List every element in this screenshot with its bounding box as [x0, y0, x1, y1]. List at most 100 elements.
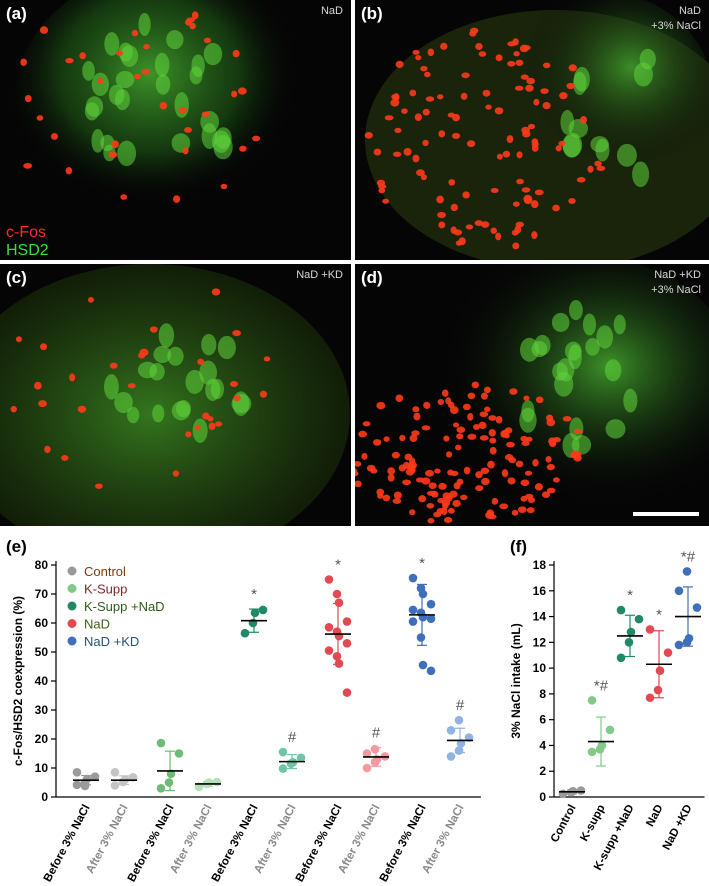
legend-marker	[67, 619, 77, 628]
data-point	[156, 784, 166, 793]
cfos-nucleus	[535, 396, 544, 404]
x-tick-label: K-supp	[578, 803, 607, 844]
hsd2-neuron	[616, 143, 637, 167]
data-point	[655, 666, 665, 675]
data-point	[634, 614, 644, 624]
cfos-nucleus	[438, 221, 446, 229]
cfos-nucleus	[437, 398, 445, 406]
cfos-nucleus	[479, 435, 489, 441]
cfos-nucleus	[447, 112, 455, 118]
cfos-nucleus	[512, 38, 519, 46]
y-tick-label: 20	[35, 732, 49, 746]
cfos-nucleus	[542, 62, 551, 69]
data-point	[110, 781, 120, 790]
cfos-nucleus	[108, 151, 118, 158]
cfos-nucleus	[596, 165, 606, 171]
cfos-nucleus	[495, 54, 503, 62]
legend-marker	[67, 584, 77, 593]
x-tick-label: NaD	[644, 803, 665, 829]
legend-marker	[67, 636, 77, 646]
data-point	[416, 633, 426, 642]
cfos-nucleus	[437, 211, 446, 219]
cfos-nucleus	[97, 77, 104, 85]
data-point	[296, 753, 306, 763]
chart-panel-label: (e)	[6, 537, 27, 556]
hsd2-neuron	[573, 71, 587, 96]
cfos-nucleus	[115, 50, 124, 56]
data-point	[692, 603, 702, 612]
hsd2-neuron	[114, 89, 130, 111]
cfos-nucleus	[531, 231, 538, 239]
cfos-nucleus	[460, 494, 468, 501]
condition-label-a: NaD	[320, 5, 343, 17]
cfos-nucleus	[358, 430, 367, 438]
hsd2-neuron	[91, 129, 105, 153]
data-point	[684, 634, 694, 643]
cfos-nucleus	[418, 495, 427, 503]
data-point	[72, 780, 82, 790]
micrograph-a-image	[15, 0, 315, 230]
cfos-nucleus	[394, 127, 402, 134]
hsd2-neuron	[138, 12, 151, 37]
data-point	[587, 747, 597, 757]
cfos-nucleus	[540, 88, 549, 94]
y-tick-label: 10	[35, 761, 49, 775]
data-point	[90, 772, 100, 781]
significance-mark: *	[627, 587, 633, 604]
x-tick-label: Before 3% NaCl	[42, 803, 93, 884]
scale-bar	[633, 512, 699, 516]
cfos-nucleus	[467, 412, 474, 421]
y-tick-label: 70	[35, 587, 49, 601]
cfos-nucleus	[449, 490, 458, 498]
data-point	[258, 605, 268, 615]
data-point	[597, 741, 607, 750]
data-point	[324, 646, 334, 655]
cfos-nucleus	[443, 435, 450, 442]
legend-entry: NaD +KD	[84, 634, 139, 649]
significance-mark: #	[372, 725, 381, 742]
x-tick-label: Before 3% NaCl	[294, 803, 345, 884]
cfos-nucleus	[191, 11, 199, 20]
cfos-nucleus	[531, 200, 539, 209]
x-tick-label: NaD +KD	[661, 803, 695, 852]
cfos-nucleus	[546, 463, 555, 471]
cfos-nucleus	[478, 421, 487, 430]
legend-cfos: c-Fos	[6, 224, 46, 241]
cfos-nucleus	[425, 469, 435, 477]
cfos-nucleus	[542, 101, 551, 110]
micrograph-b: (b) NaD +3% NaCl	[355, 0, 709, 260]
cfos-nucleus	[252, 135, 261, 142]
cfos-nucleus	[487, 460, 495, 469]
cfos-nucleus	[414, 113, 423, 121]
y-tick-label: 2	[539, 764, 546, 778]
cfos-nucleus	[566, 82, 575, 90]
cfos-nucleus	[443, 516, 453, 524]
cfos-nucleus	[401, 108, 408, 114]
data-point	[418, 660, 428, 670]
hsd2-neuron	[203, 42, 223, 66]
hsd2-neuron	[104, 374, 119, 400]
data-point	[342, 688, 352, 697]
cfos-nucleus	[392, 151, 402, 157]
x-tick-label: After 3% NaCl	[420, 803, 466, 876]
micrograph-c: (c) NaD +KD	[0, 264, 351, 526]
cfos-nucleus	[480, 392, 488, 400]
y-tick-label: 6	[539, 713, 546, 727]
cfos-nucleus	[178, 106, 187, 114]
cfos-nucleus	[462, 191, 470, 199]
cfos-nucleus	[391, 451, 400, 459]
cfos-nucleus	[495, 415, 503, 424]
hsd2-neuron	[564, 341, 582, 361]
hsd2-neuron	[605, 419, 626, 439]
y-tick-label: 30	[35, 703, 49, 717]
cfos-nucleus	[522, 130, 531, 138]
data-point	[446, 726, 456, 735]
cfos-nucleus	[403, 147, 412, 156]
cfos-nucleus	[489, 446, 497, 455]
cfos-nucleus	[159, 101, 168, 110]
cfos-nucleus	[541, 491, 551, 498]
cfos-nucleus	[494, 107, 504, 115]
cfos-nucleus	[44, 445, 51, 454]
cfos-nucleus	[526, 77, 536, 85]
cfos-nucleus	[355, 480, 362, 488]
